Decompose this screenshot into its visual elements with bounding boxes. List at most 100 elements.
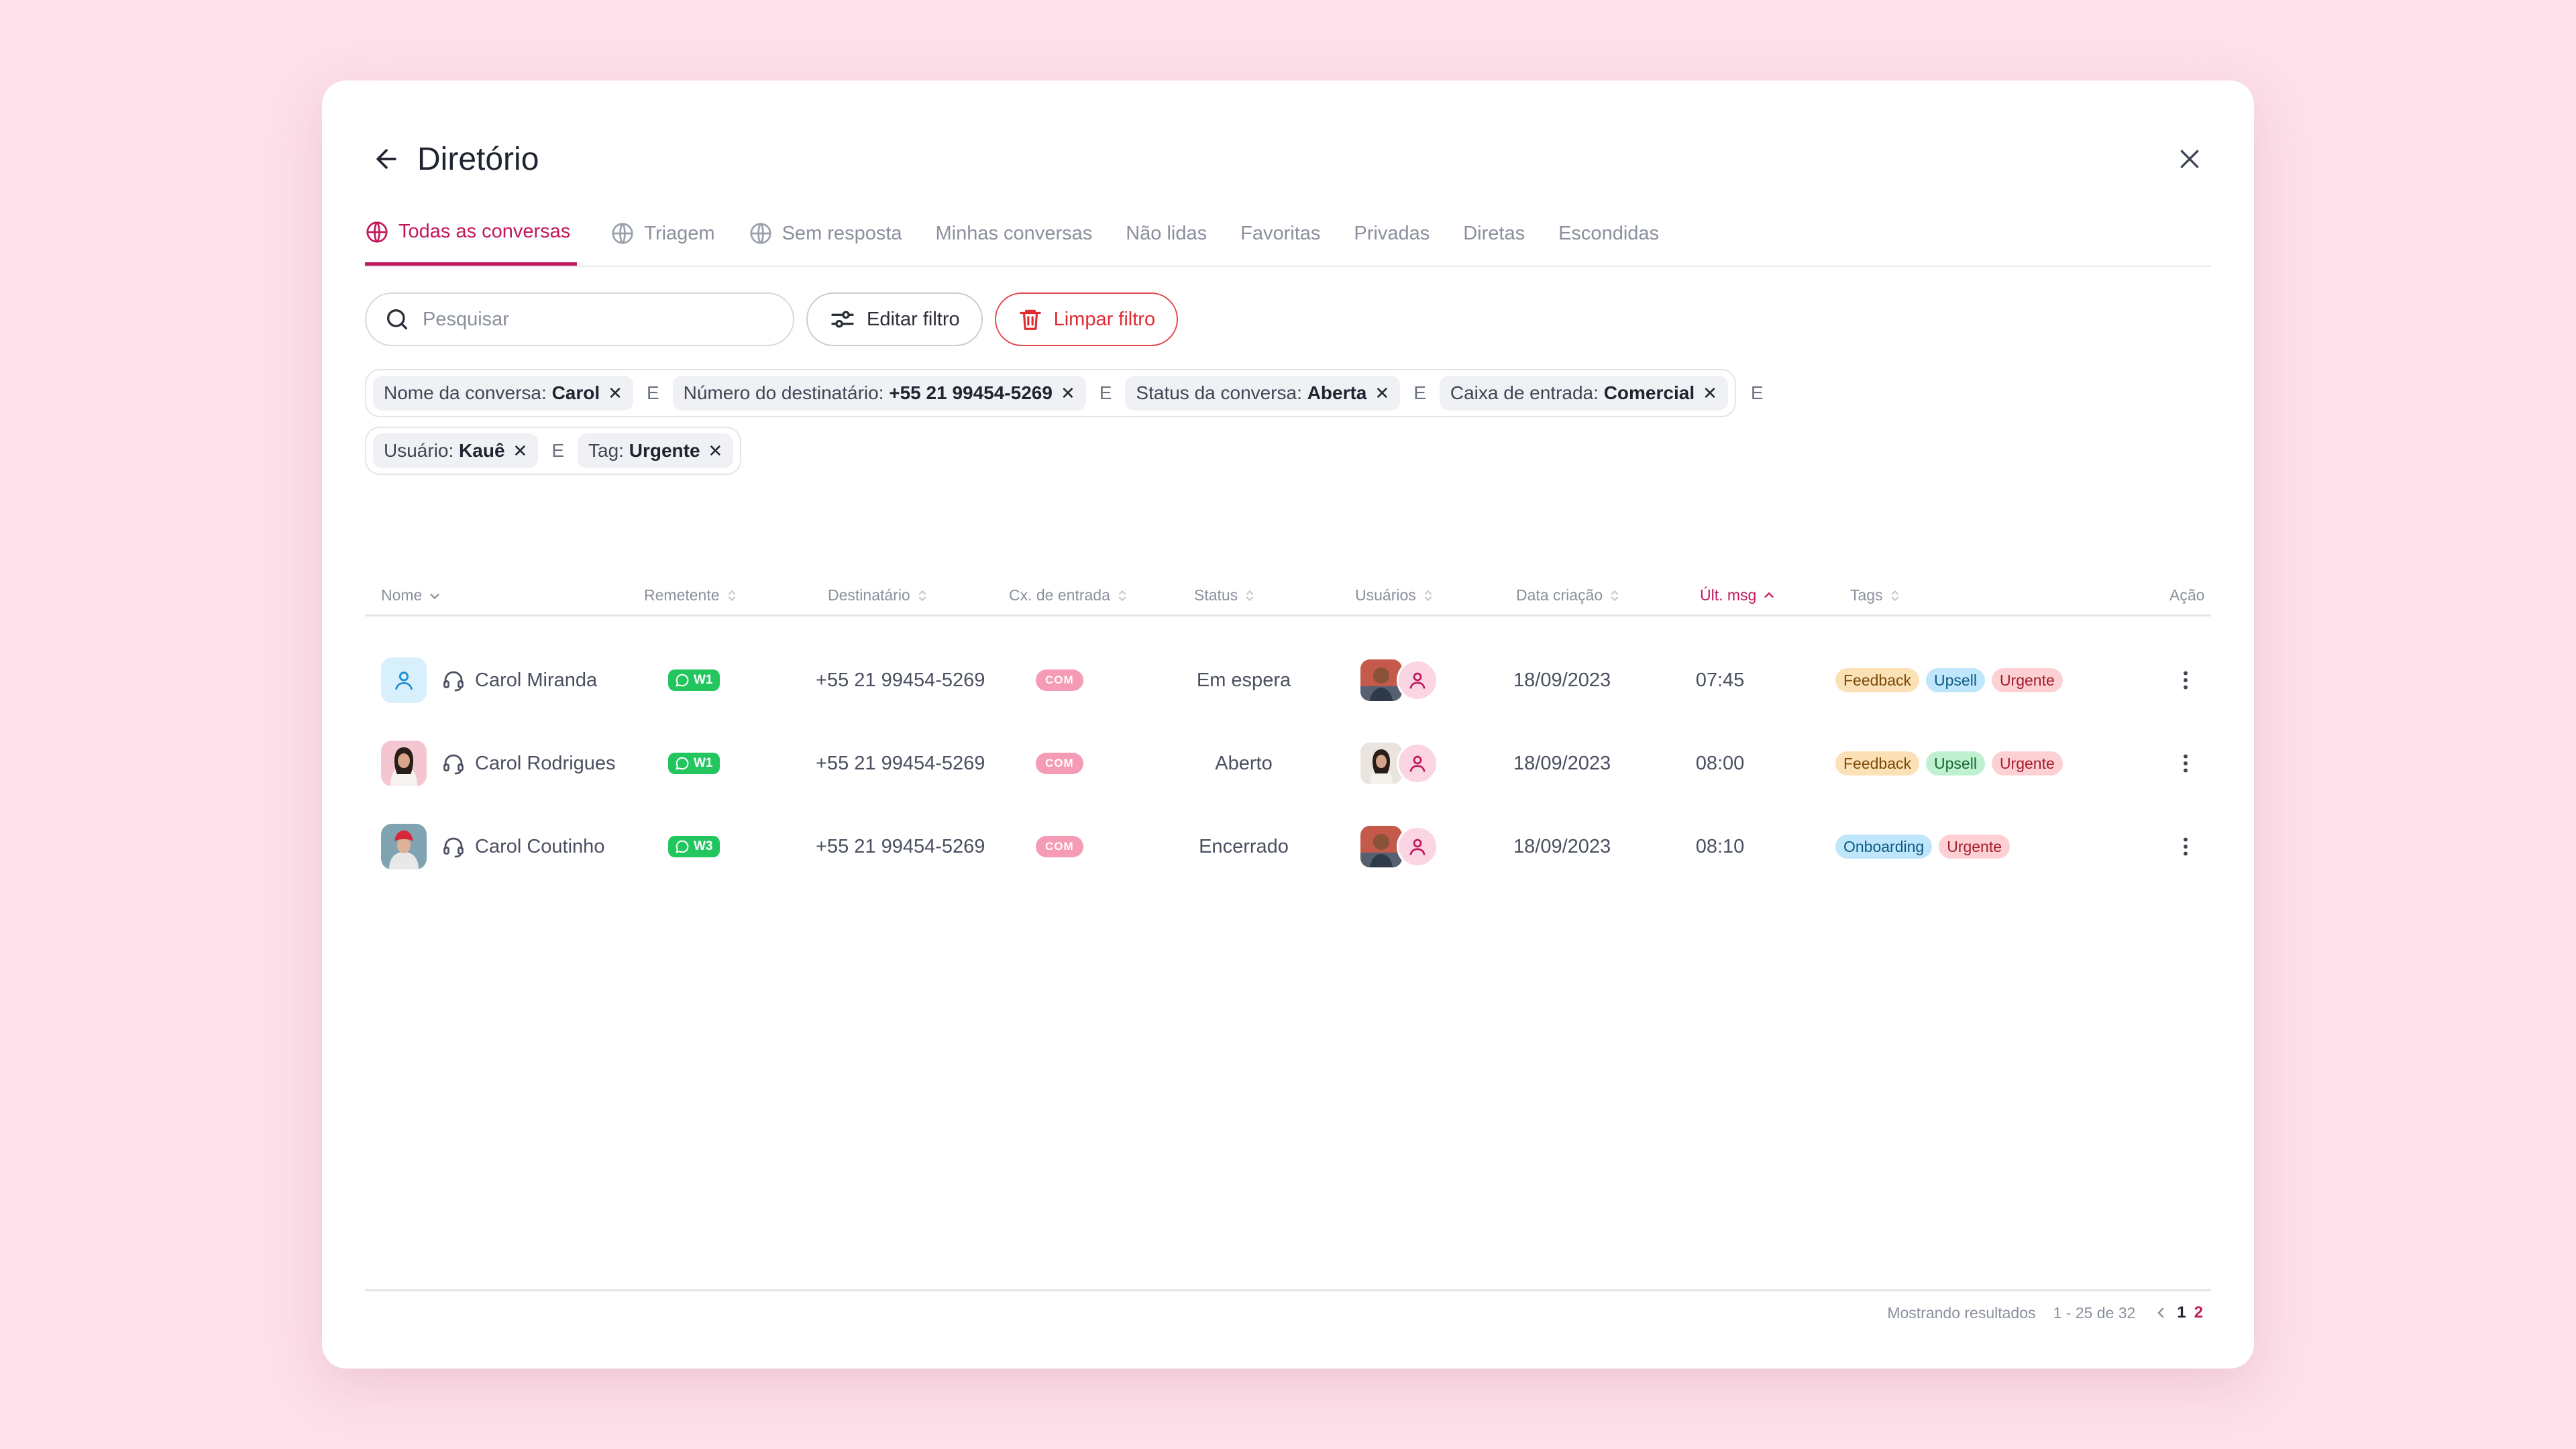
page-2-button[interactable]: 2 bbox=[2194, 1303, 2203, 1322]
sort-icon bbox=[918, 590, 926, 601]
clear-filter-button[interactable]: Limpar filtro bbox=[994, 292, 1179, 346]
remove-filter-icon[interactable]: ✕ bbox=[513, 440, 528, 461]
tab-escondidas[interactable]: Escondidas bbox=[1558, 201, 1659, 266]
headset-icon bbox=[443, 754, 464, 775]
created-date: 18/09/2023 bbox=[1513, 835, 1611, 857]
table-row[interactable]: Carol Miranda W1 +55 21 99454-5269 COM E… bbox=[365, 639, 2211, 722]
sort-icon bbox=[1611, 590, 1619, 601]
remove-filter-icon[interactable]: ✕ bbox=[708, 440, 723, 461]
back-button[interactable] bbox=[365, 138, 408, 180]
tab-minhas-conversas[interactable]: Minhas conversas bbox=[936, 201, 1093, 266]
remove-filter-icon[interactable]: ✕ bbox=[1060, 382, 1075, 403]
column-header-acao: Ação bbox=[2169, 586, 2205, 604]
recipient-number: +55 21 99454-5269 bbox=[816, 669, 985, 691]
sender-badge: W1 bbox=[668, 669, 720, 691]
globe-icon bbox=[612, 223, 633, 244]
column-header-caixa-entrada[interactable]: Cx. de entrada bbox=[1009, 586, 1129, 604]
sort-icon bbox=[1118, 590, 1126, 601]
tab-label: Minhas conversas bbox=[935, 222, 1093, 244]
row-actions-button[interactable] bbox=[2169, 664, 2202, 696]
filter-group: Usuário: Kauê ✕ E Tag: Urgente ✕ bbox=[365, 427, 742, 475]
filter-conjunction: E bbox=[551, 440, 564, 461]
user-photo-icon bbox=[1360, 659, 1402, 701]
more-vertical-icon bbox=[2184, 671, 2188, 690]
filter-chip-nome-conversa: Nome da conversa: Carol ✕ bbox=[373, 376, 633, 411]
close-button[interactable] bbox=[2168, 138, 2211, 180]
search-input[interactable] bbox=[421, 307, 773, 331]
tab-label: Diretas bbox=[1463, 222, 1525, 244]
table-row[interactable]: Carol Rodrigues W1 +55 21 99454-5269 COM… bbox=[365, 722, 2211, 805]
column-header-tags[interactable]: Tags bbox=[1850, 586, 1902, 604]
created-date: 18/09/2023 bbox=[1513, 669, 1611, 691]
filter-chip-status-conversa: Status da conversa: Aberta ✕ bbox=[1125, 376, 1401, 411]
column-header-ult-msg[interactable]: Últ. msg bbox=[1700, 586, 1776, 604]
column-header-usuarios[interactable]: Usuários bbox=[1355, 586, 1435, 604]
sender-badge: W3 bbox=[668, 836, 720, 857]
page-1-button[interactable]: 1 bbox=[2177, 1303, 2186, 1322]
tag-urgente: Urgente bbox=[1991, 668, 2063, 692]
sort-down-icon bbox=[430, 593, 440, 599]
tag-feedback: Feedback bbox=[1835, 668, 1920, 692]
globe-icon bbox=[749, 223, 771, 244]
user-icon bbox=[395, 672, 413, 690]
users-group bbox=[1360, 743, 1438, 784]
close-icon bbox=[2180, 150, 2199, 168]
arrow-left-icon bbox=[376, 149, 396, 169]
users-group bbox=[1360, 659, 1438, 701]
edit-filter-button[interactable]: Editar filtro bbox=[806, 292, 983, 346]
column-header-remetente[interactable]: Remetente bbox=[644, 586, 739, 604]
conversation-name: Carol Coutinho bbox=[475, 835, 605, 857]
page-title: Diretório bbox=[417, 141, 539, 177]
table-header: Nome Remetente Destinatário Cx. de entra… bbox=[365, 580, 2211, 616]
contact-photo-icon bbox=[381, 824, 427, 869]
sender-badge: W1 bbox=[668, 753, 720, 774]
tab-nao-lidas[interactable]: Não lidas bbox=[1126, 201, 1207, 266]
tag-feedback: Feedback bbox=[1835, 751, 1920, 775]
user-avatar bbox=[1360, 659, 1402, 701]
table-row[interactable]: Carol Coutinho W3 +55 21 99454-5269 COM … bbox=[365, 805, 2211, 888]
sort-icon bbox=[1891, 590, 1898, 601]
row-actions-button[interactable] bbox=[2169, 830, 2202, 863]
whatsapp-icon bbox=[676, 757, 689, 770]
tab-label: Privadas bbox=[1354, 222, 1430, 244]
conversation-name: Carol Miranda bbox=[475, 669, 598, 691]
tag-upsell: Upsell bbox=[1926, 751, 1985, 775]
avatar bbox=[381, 657, 427, 703]
results-range: 1 - 25 de 32 bbox=[2053, 1303, 2136, 1322]
column-header-status[interactable]: Status bbox=[1194, 586, 1256, 604]
remove-filter-icon[interactable]: ✕ bbox=[608, 382, 623, 403]
tab-label: Triagem bbox=[644, 222, 715, 244]
inbox-badge: COM bbox=[1036, 753, 1083, 774]
user-icon bbox=[1409, 672, 1426, 689]
row-actions-button[interactable] bbox=[2169, 747, 2202, 780]
table-footer: Mostrando resultados 1 - 25 de 32 1 2 bbox=[365, 1289, 2211, 1338]
tab-diretas[interactable]: Diretas bbox=[1463, 201, 1525, 266]
tab-sem-resposta[interactable]: Sem resposta bbox=[749, 201, 902, 266]
whatsapp-icon bbox=[676, 840, 689, 853]
search-box bbox=[365, 292, 794, 346]
tab-privadas[interactable]: Privadas bbox=[1354, 201, 1430, 266]
user-photo-icon bbox=[1360, 743, 1402, 784]
chevron-left-icon[interactable] bbox=[2153, 1305, 2169, 1321]
tab-triagem[interactable]: Triagem bbox=[610, 201, 715, 266]
last-message-time: 08:10 bbox=[1695, 835, 1745, 857]
remove-filter-icon[interactable]: ✕ bbox=[1703, 382, 1717, 403]
column-header-destinatario[interactable]: Destinatário bbox=[828, 586, 929, 604]
created-date: 18/09/2023 bbox=[1513, 752, 1611, 774]
remove-filter-icon[interactable]: ✕ bbox=[1375, 382, 1390, 403]
tab-favoritas[interactable]: Favoritas bbox=[1240, 201, 1320, 266]
pagination: Mostrando resultados 1 - 25 de 32 1 2 bbox=[1887, 1303, 2203, 1322]
tab-todas-as-conversas[interactable]: Todas as conversas bbox=[365, 201, 578, 266]
filter-group: Nome da conversa: Carol ✕ E Número do des… bbox=[365, 369, 1736, 417]
user-icon-circle bbox=[1397, 826, 1438, 867]
tab-label: Escondidas bbox=[1558, 222, 1660, 244]
contact-photo-icon bbox=[381, 741, 427, 786]
user-avatar bbox=[1360, 743, 1402, 784]
conversation-name: Carol Rodrigues bbox=[475, 752, 616, 774]
user-icon-circle bbox=[1397, 659, 1438, 701]
column-header-data-criacao[interactable]: Data criação bbox=[1516, 586, 1621, 604]
recipient-number: +55 21 99454-5269 bbox=[816, 835, 985, 857]
users-group bbox=[1360, 826, 1438, 867]
column-header-nome[interactable]: Nome bbox=[381, 586, 442, 604]
inbox-badge: COM bbox=[1036, 836, 1083, 857]
